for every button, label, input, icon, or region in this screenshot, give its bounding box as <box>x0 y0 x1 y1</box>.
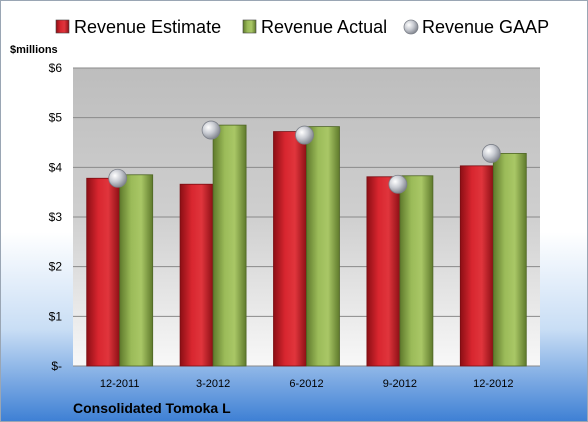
point-revenue-gaap <box>481 144 501 163</box>
company-name: Consolidated Tomoka L <box>73 400 231 416</box>
legend-label: Revenue Estimate <box>74 17 221 37</box>
bar-revenue-estimate <box>459 165 494 367</box>
point-revenue-gaap <box>295 125 314 145</box>
point-revenue-gaap <box>201 120 221 140</box>
y-tick-label: $1 <box>49 309 63 323</box>
bar-revenue-estimate <box>86 177 121 367</box>
legend-label: Revenue GAAP <box>422 17 549 37</box>
x-tick-label: 6-2012 <box>289 378 323 390</box>
y-tick-label: $4 <box>49 160 63 174</box>
bar-revenue-estimate <box>366 176 401 367</box>
point-revenue-gaap <box>108 168 128 188</box>
bar-revenue-estimate <box>179 183 214 367</box>
y-tick-label: $3 <box>49 210 63 224</box>
x-tick-label: 9-2012 <box>383 378 417 390</box>
y-tick-label: $- <box>51 359 62 373</box>
bar-revenue-actual <box>306 126 340 367</box>
x-axis-ticks: 12-2011 3-2012 6-2012 9-2012 12-2012 <box>100 378 514 390</box>
legend-swatch <box>242 19 257 34</box>
y-axis-label: $millions <box>10 44 58 56</box>
y-tick-label: $2 <box>49 260 63 274</box>
legend-swatch <box>55 19 70 34</box>
bar-revenue-actual <box>492 153 527 367</box>
bars <box>86 124 527 367</box>
x-tick-label: 3-2012 <box>196 378 230 390</box>
bar-revenue-actual <box>119 174 154 367</box>
y-axis-ticks: $- $1 $2 $3 $4 $5 $6 <box>49 61 63 373</box>
legend: Revenue Estimate Revenue Actual Revenue GA… <box>55 17 549 37</box>
bar-revenue-actual <box>212 124 247 367</box>
x-tick-label: 12-2011 <box>100 378 140 390</box>
gaap-points <box>108 120 501 194</box>
bar-revenue-estimate <box>273 131 307 367</box>
bar-revenue-actual <box>399 175 434 367</box>
x-tick-label: 12-2012 <box>473 378 513 390</box>
point-revenue-gaap <box>388 174 408 194</box>
legend-label: Revenue Actual <box>261 17 387 37</box>
y-tick-label: $5 <box>49 111 63 125</box>
y-tick-label: $6 <box>49 61 63 75</box>
legend-swatch <box>403 19 419 35</box>
